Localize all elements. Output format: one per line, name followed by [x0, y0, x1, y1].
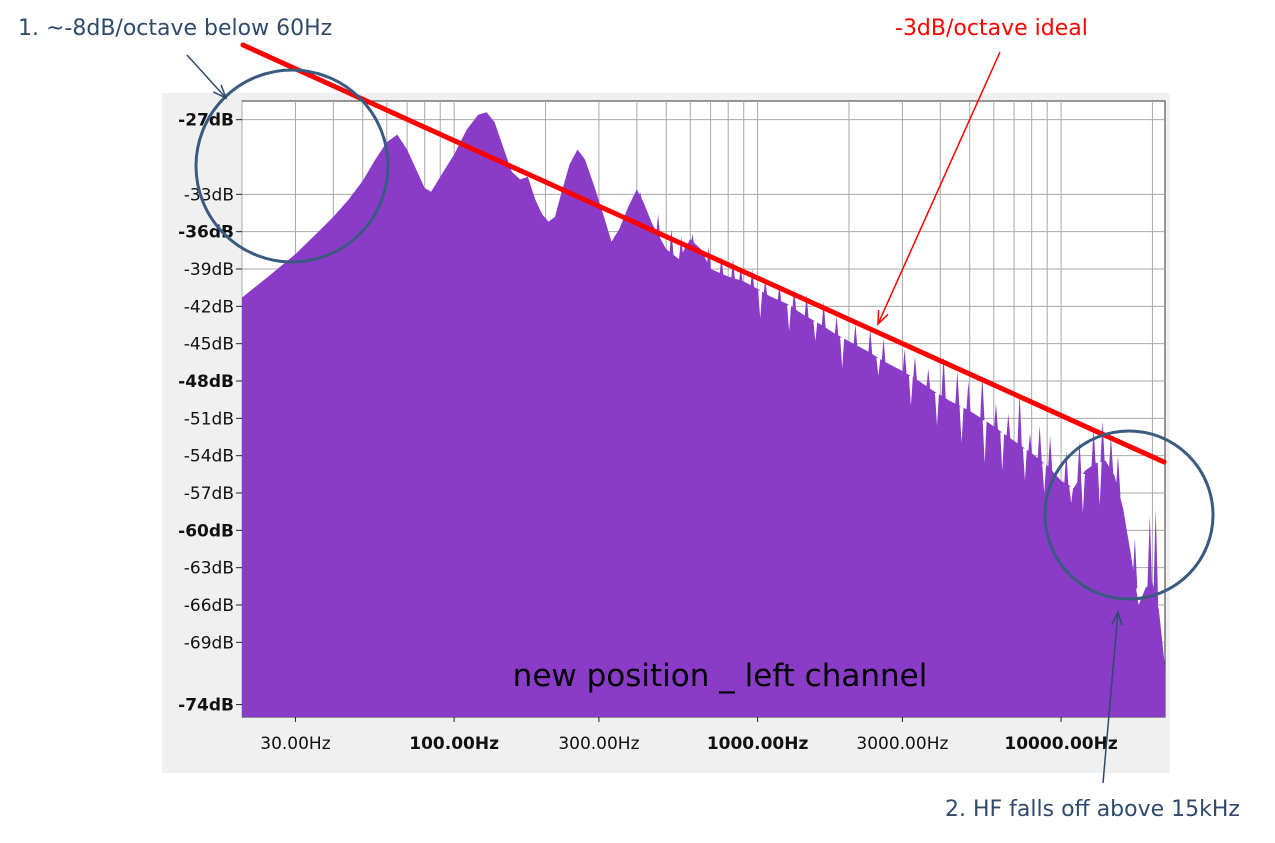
spectrum-spike [965, 381, 971, 419]
spectrum-spike [1132, 537, 1138, 589]
arrow-low-frequency [186, 54, 227, 99]
y-tick-label: -45dB [184, 335, 234, 355]
spectrum-spike [881, 338, 887, 370]
y-tick-label: -74dB [178, 696, 234, 716]
spectrum-notch [1000, 432, 1005, 471]
spectrum-spike [954, 371, 960, 413]
spectrum-area [242, 112, 1165, 717]
arrow-low-frequency-head [213, 84, 228, 100]
y-tick-label: -51dB [184, 409, 234, 429]
y-tick-label: -33dB [184, 185, 234, 205]
annotation-ideal-slope: -3dB/octave ideal [895, 16, 1088, 41]
arrow-ideal-slope-head [877, 309, 889, 326]
spectrum-spike [1047, 435, 1053, 477]
spectrum-spike [1153, 507, 1159, 605]
x-tick-label: 10000.00Hz [1004, 734, 1117, 754]
annotation-high-frequency: 2. HF falls off above 15kHz [945, 797, 1240, 822]
x-tick-label: 300.00Hz [558, 734, 639, 754]
spectrum-spike [867, 328, 873, 361]
ideal-slope-line [240, 42, 1167, 465]
spectrum-spike [1100, 420, 1106, 470]
x-axis: 30.00Hz 100.00Hz 300.00Hz 1000.00Hz 3000.00H… [260, 717, 1118, 754]
spectrum-spike [791, 288, 797, 317]
chart-title: new position _ left channel [513, 658, 928, 694]
spectrum-spike [749, 269, 755, 295]
spectrum-spike [993, 403, 999, 437]
spectrum-notch [959, 406, 964, 444]
spectrum-notch [1042, 463, 1047, 493]
spectrum-spike [852, 323, 858, 353]
spectrum-spike [804, 293, 810, 325]
spectrum-spike [912, 356, 918, 387]
spectrum-notch [1022, 448, 1027, 481]
spectrum-notch [813, 321, 818, 342]
annotation-overlay [186, 42, 1215, 784]
spectrum-notch [982, 420, 987, 464]
spectrum-spike [1063, 450, 1069, 492]
spectrum-spike [1027, 433, 1033, 461]
spectrum-notch [908, 376, 913, 406]
arrow-ideal-slope [877, 51, 1001, 325]
spectrum-notch [758, 290, 763, 319]
spectrum-spike [1005, 413, 1011, 445]
y-tick-label: -36dB [178, 223, 234, 243]
y-tick-label: -48dB [178, 372, 234, 392]
spectrum-fill [242, 112, 1165, 717]
x-tick-label: 100.00Hz [409, 734, 499, 754]
spectrum-spike [706, 246, 712, 274]
spectrum-notch [787, 305, 792, 332]
spectrum-spike [1115, 455, 1121, 497]
arrow-high-frequency-head [1111, 609, 1123, 626]
high-frequency-circle [1043, 429, 1215, 601]
spectrum-spike [1147, 515, 1153, 593]
y-tick-label: -39dB [184, 260, 234, 280]
spectrum-spike [678, 236, 684, 263]
spectrum-spike [941, 356, 947, 406]
spectrum-spike [1037, 425, 1043, 468]
annotation-low-frequency: 1. ~-8dB/octave below 60Hz [18, 16, 332, 41]
y-tick-label: -57dB [184, 484, 234, 504]
spectrum-notch [1097, 462, 1102, 506]
spectrum-notch [1069, 486, 1074, 503]
spectrum-spike [1077, 440, 1083, 488]
spectrum-spike [1017, 393, 1023, 453]
spectrum-spike [730, 259, 736, 287]
spectrum-notch [934, 393, 939, 426]
spectrum-spike [979, 376, 985, 427]
x-tick-label: 30.00Hz [260, 734, 330, 754]
x-tick-label: 1000.00Hz [707, 734, 809, 754]
spectrum-spike [1108, 435, 1114, 478]
y-axis: -27dB-33dB-36dB-39dB-42dB-45dB-48dB-51dB… [178, 111, 242, 716]
spectrum-notch [840, 337, 845, 369]
x-tick-label: 3000.00Hz [856, 734, 948, 754]
y-tick-label: -69dB [184, 633, 234, 653]
spectrum-spike [718, 256, 724, 282]
arrow-high-frequency [1102, 611, 1119, 784]
y-tick-label: -66dB [184, 596, 234, 616]
spectrum-spike [668, 229, 674, 262]
y-tick-label: -63dB [184, 559, 234, 579]
spectrum-spike [834, 316, 840, 343]
low-frequency-circle [194, 68, 390, 264]
spectrum-spike [1091, 428, 1097, 473]
spectrum-spike [821, 301, 827, 335]
spectrum-spike [925, 368, 931, 396]
spectrum-spike [637, 191, 643, 204]
spectrum-notch [1080, 473, 1085, 513]
y-tick-label: -42dB [184, 297, 234, 317]
y-tick-label: -60dB [178, 521, 234, 541]
spectrum-notch [876, 357, 881, 377]
spectrum-spike [902, 348, 908, 381]
spectrum-spike [762, 278, 768, 302]
y-tick-label: -54dB [184, 447, 234, 467]
spectrum-spike [738, 266, 744, 289]
spectrum-spike [776, 283, 782, 309]
